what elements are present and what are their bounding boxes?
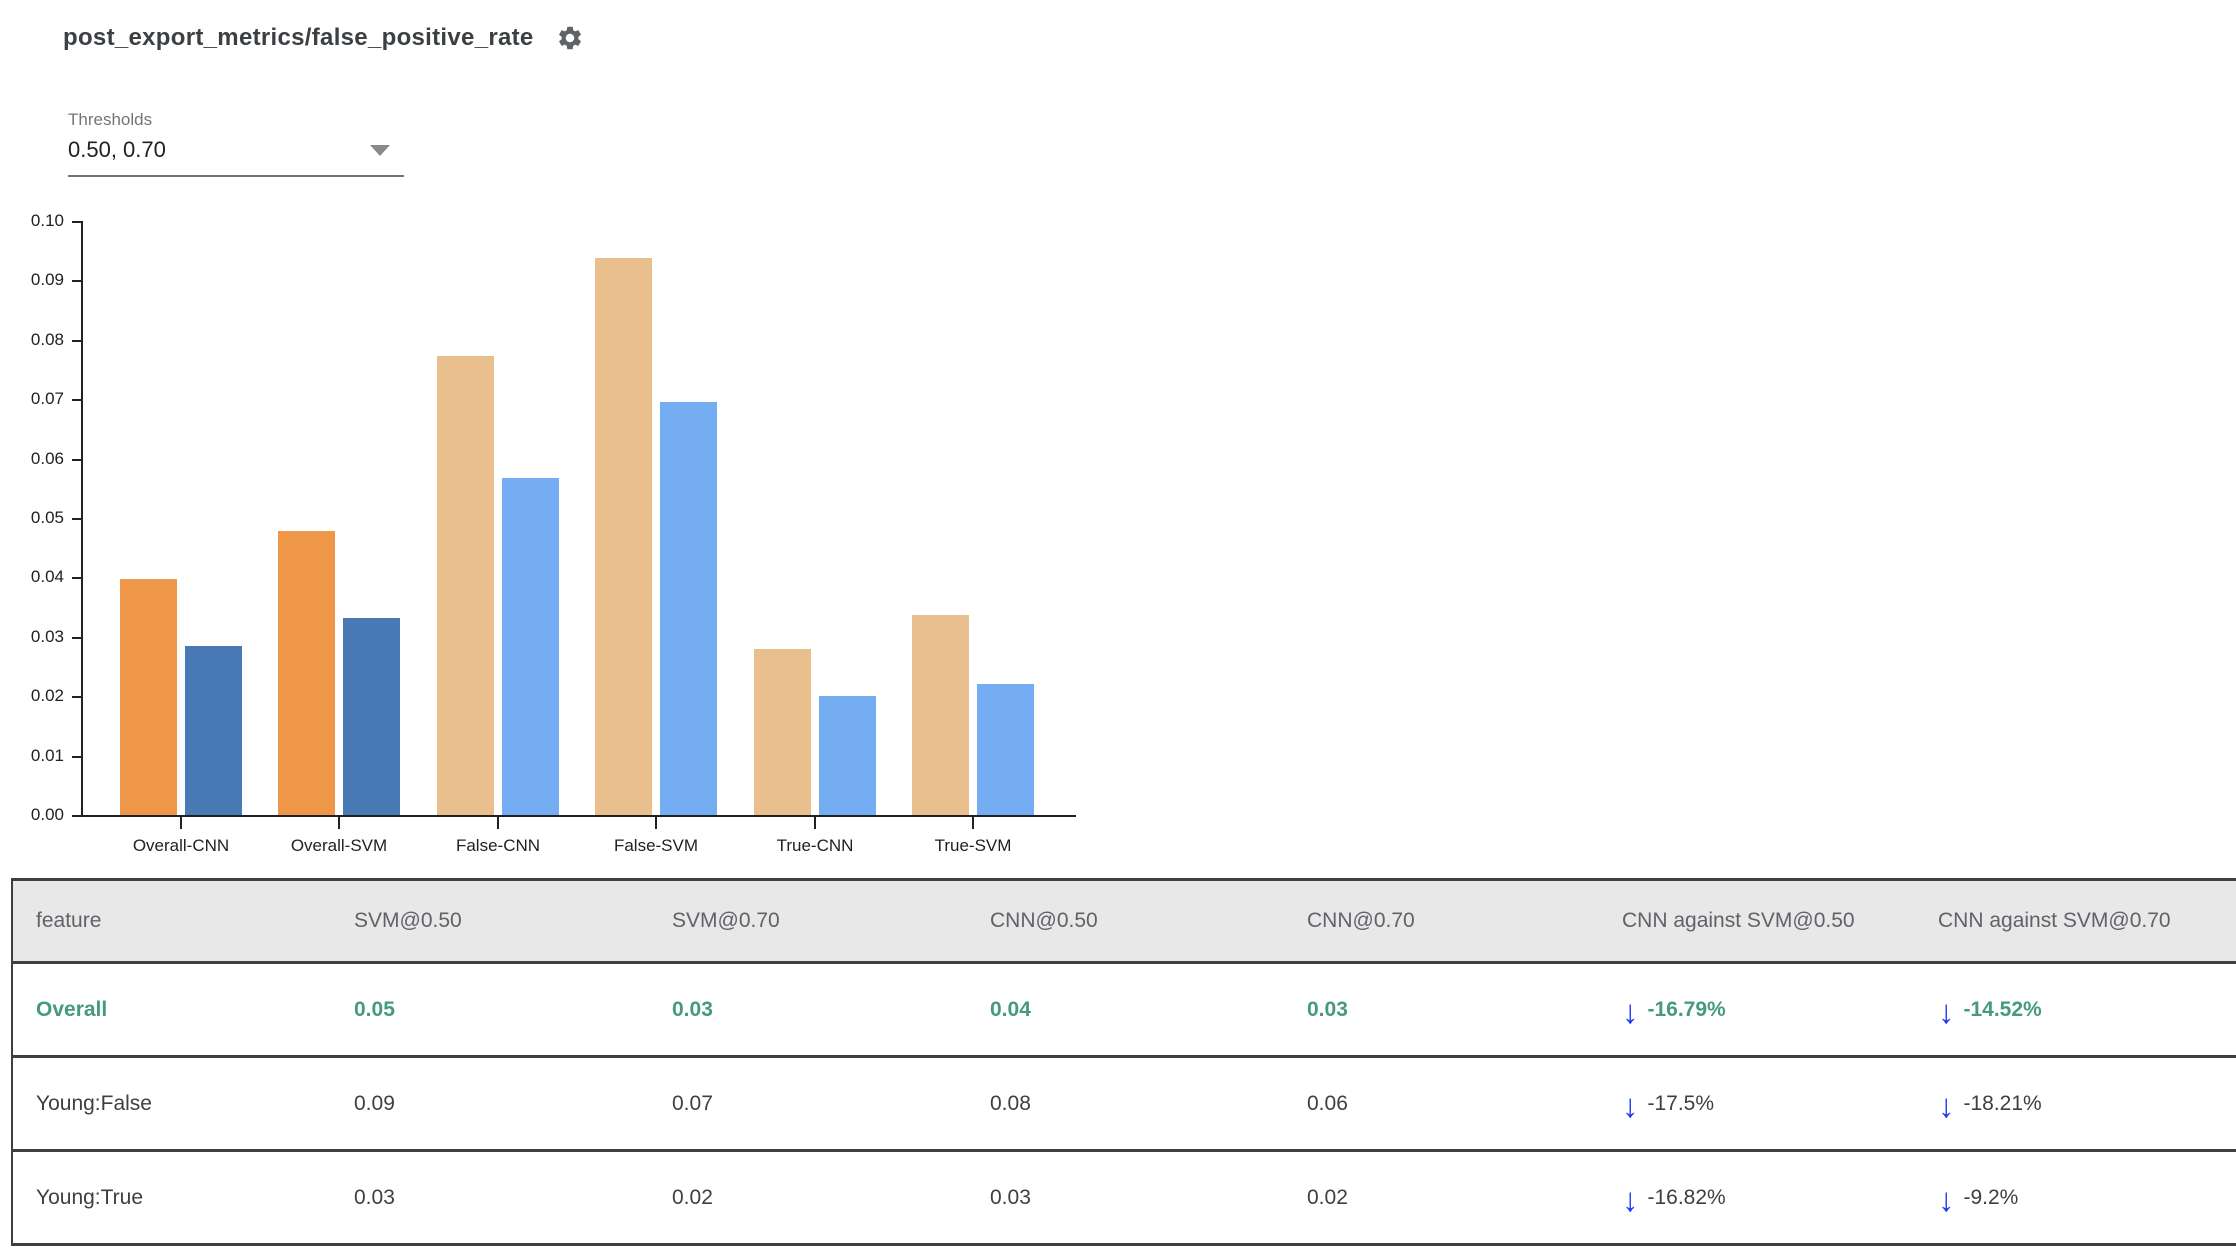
y-axis-tick-label: 0.01 <box>30 746 64 765</box>
column-header-cnn-against-svm-0-70: CNN against SVM@0.70 <box>1938 909 2171 932</box>
y-axis-tick <box>72 577 81 579</box>
table-row-young-true: Young:True 0.03 0.02 0.03 0.02 ↓ -16.82% ↓ -9.2% <box>13 1152 2236 1246</box>
cell-metric-value: 0.03 <box>354 1185 395 1209</box>
x-axis-label: Overall-CNN <box>132 836 230 855</box>
cell-metric-value: 0.08 <box>990 1091 1031 1115</box>
y-axis-tick <box>72 459 81 461</box>
table-header-row: feature SVM@0.50 SVM@0.70 CNN@0.50 CNN@0.70 C… <box>13 881 2236 964</box>
y-axis-tick-label: 0.02 <box>30 686 64 705</box>
y-axis-tick <box>72 696 81 698</box>
cell-delta: ↓ -18.21% <box>1938 1086 2042 1124</box>
x-axis-label: False-SVM <box>613 836 699 855</box>
x-axis-tick <box>497 817 499 829</box>
settings-gear-icon[interactable] <box>556 24 584 52</box>
bar-false-svm-t070[interactable] <box>660 402 717 815</box>
y-axis-tick-label: 0.07 <box>30 389 64 408</box>
x-axis-tick <box>180 817 182 829</box>
y-axis-tick-label: 0.05 <box>30 508 64 527</box>
cell-metric-value: 0.03 <box>672 997 713 1021</box>
table-body: Overall 0.05 0.03 0.04 0.03 ↓ -16.79% ↓ -14.52% Y… <box>13 964 2236 1246</box>
cell-feature: Young:True <box>36 1185 144 1209</box>
x-axis-label: Overall-SVM <box>290 836 388 855</box>
page-title: post_export_metrics/false_positive_rate <box>63 24 534 51</box>
y-axis-tick-label: 0.00 <box>30 805 64 824</box>
y-axis-tick-label: 0.03 <box>30 627 64 646</box>
delta-value: -16.82% <box>1647 1185 1726 1209</box>
delta-value: -9.2% <box>1963 1185 2019 1209</box>
y-axis-tick <box>72 221 81 223</box>
cell-metric-value: 0.06 <box>1307 1091 1348 1115</box>
delta-value: -17.5% <box>1647 1091 1715 1115</box>
y-axis-tick <box>72 637 81 639</box>
bar-overall-svm-t070[interactable] <box>343 618 400 815</box>
bar-true-cnn-t070[interactable] <box>819 696 876 815</box>
bar-false-cnn-t050[interactable] <box>437 356 494 815</box>
table-row-overall: Overall 0.05 0.03 0.04 0.03 ↓ -16.79% ↓ -14.52% <box>13 964 2236 1058</box>
delta-value: -16.79% <box>1647 997 1726 1021</box>
cell-delta: ↓ -17.5% <box>1622 1086 1715 1124</box>
bar-overall-cnn-t070[interactable] <box>185 646 242 815</box>
metrics-table: feature SVM@0.50 SVM@0.70 CNN@0.50 CNN@0.70 C… <box>11 878 2236 1246</box>
column-header-cnn-against-svm-0-50: CNN against SVM@0.50 <box>1622 909 1855 932</box>
cell-metric-value: 0.02 <box>1307 1185 1348 1209</box>
column-header-svm-0-50: SVM@0.50 <box>354 909 462 932</box>
bar-false-svm-t050[interactable] <box>595 258 652 815</box>
column-header-cnn-0-50: CNN@0.50 <box>990 909 1098 932</box>
y-axis-tick <box>72 399 81 401</box>
table-row-young-false: Young:False 0.09 0.07 0.08 0.06 ↓ -17.5% ↓ -18.2… <box>13 1058 2236 1152</box>
x-axis-label: False-CNN <box>455 836 541 855</box>
bar-overall-svm-t050[interactable] <box>278 531 335 815</box>
cell-feature: Young:False <box>36 1091 152 1115</box>
cell-metric-value: 0.05 <box>354 997 395 1021</box>
bar-true-svm-t050[interactable] <box>912 615 969 815</box>
bar-overall-cnn-t050[interactable] <box>120 579 177 815</box>
thresholds-value: 0.50, 0.70 <box>68 137 166 162</box>
y-axis-tick <box>72 340 81 342</box>
y-axis-tick <box>72 518 81 520</box>
y-axis-tick <box>72 815 81 817</box>
cell-metric-value: 0.03 <box>1307 997 1348 1021</box>
column-header-svm-0-70: SVM@0.70 <box>672 909 780 932</box>
x-axis-tick <box>338 817 340 829</box>
cell-delta: ↓ -16.79% <box>1622 992 1726 1030</box>
x-axis-label: True-CNN <box>776 836 854 855</box>
cell-metric-value: 0.04 <box>990 997 1031 1021</box>
bar-true-cnn-t050[interactable] <box>754 649 811 815</box>
column-header-cnn-0-70: CNN@0.70 <box>1307 909 1415 932</box>
bar-false-cnn-t070[interactable] <box>502 478 559 815</box>
y-axis-line <box>81 221 83 817</box>
y-axis-tick-label: 0.08 <box>30 330 64 349</box>
y-axis-tick <box>72 280 81 282</box>
x-axis-tick <box>814 817 816 829</box>
cell-metric-value: 0.03 <box>990 1185 1031 1209</box>
x-axis-label: True-SVM <box>934 836 1012 855</box>
metric-header: post_export_metrics/false_positive_rate <box>63 24 584 52</box>
delta-value: -14.52% <box>1963 997 2042 1021</box>
dropdown-arrow-icon <box>370 144 390 156</box>
y-axis-tick-label: 0.09 <box>30 270 64 289</box>
cell-metric-value: 0.07 <box>672 1091 713 1115</box>
thresholds-control: Thresholds 0.50, 0.70 <box>68 110 404 177</box>
y-axis-tick-label: 0.04 <box>30 567 64 586</box>
cell-delta: ↓ -16.82% <box>1622 1180 1726 1218</box>
thresholds-label: Thresholds <box>68 110 153 129</box>
cell-delta: ↓ -9.2% <box>1938 1180 2019 1218</box>
x-axis-line <box>81 815 1076 817</box>
cell-delta: ↓ -14.52% <box>1938 992 2042 1030</box>
false-positive-rate-bar-chart: 0.00 0.01 0.02 0.03 0.04 0.05 0.06 0.07 0.08 0.09… <box>0 0 1110 872</box>
x-axis-tick <box>972 817 974 829</box>
y-axis-tick-label: 0.06 <box>30 449 64 468</box>
cell-metric-value: 0.09 <box>354 1091 395 1115</box>
bar-true-svm-t070[interactable] <box>977 684 1034 815</box>
column-header-feature: feature <box>36 909 102 932</box>
y-axis-tick-label: 0.10 <box>30 211 64 230</box>
cell-metric-value: 0.02 <box>672 1185 713 1209</box>
thresholds-dropdown[interactable]: 0.50, 0.70 <box>68 130 404 177</box>
y-axis-tick <box>72 756 81 758</box>
x-axis-tick <box>655 817 657 829</box>
cell-feature: Overall <box>36 997 108 1021</box>
delta-value: -18.21% <box>1963 1091 2042 1115</box>
